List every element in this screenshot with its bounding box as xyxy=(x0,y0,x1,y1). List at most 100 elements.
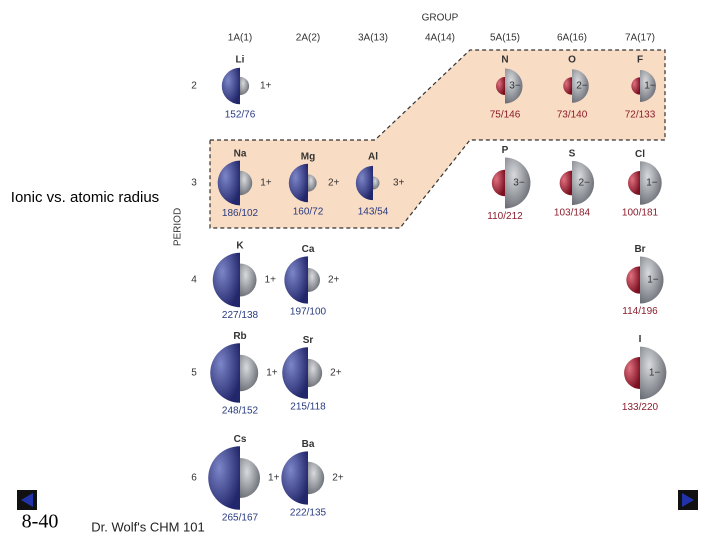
element-symbol: O xyxy=(568,55,576,66)
element-symbol: Na xyxy=(234,148,247,159)
radii: 110/212 xyxy=(487,211,523,222)
ion-half xyxy=(308,461,325,495)
period-label: 4 xyxy=(191,275,197,286)
atom-half xyxy=(208,446,240,510)
atom-half xyxy=(626,266,640,294)
atom-half xyxy=(221,67,240,105)
atom-half xyxy=(563,77,572,95)
charge: 1+ xyxy=(260,81,272,92)
atom-half xyxy=(217,160,240,206)
radii: 152/76 xyxy=(225,110,256,121)
radii: 72/133 xyxy=(625,110,656,121)
atom-half xyxy=(281,451,308,505)
radii: 248/152 xyxy=(222,405,259,416)
element-symbol: Mg xyxy=(301,151,315,162)
footer: Dr. Wolf's CHM 101 xyxy=(91,519,205,534)
charge: 1− xyxy=(649,368,661,379)
group-label: 4A(14) xyxy=(425,33,455,44)
ion-half xyxy=(505,157,531,209)
element-symbol: Al xyxy=(368,152,378,163)
ion-half xyxy=(240,263,257,297)
atom-half xyxy=(355,165,373,201)
atom-half xyxy=(212,252,240,308)
period-label: 6 xyxy=(191,473,197,484)
atom-half xyxy=(284,256,308,304)
element-symbol: Br xyxy=(634,244,645,255)
radii: 265/167 xyxy=(222,512,259,523)
element-symbol: Cs xyxy=(234,434,247,445)
atom-half xyxy=(282,347,308,399)
ion-half xyxy=(572,160,595,206)
element-symbol: S xyxy=(569,149,576,160)
atom-half xyxy=(624,357,640,389)
radii: 73/140 xyxy=(557,110,588,121)
charge: 2+ xyxy=(328,275,340,286)
charge: 2− xyxy=(576,81,588,92)
atom-half xyxy=(631,77,640,95)
radii: 197/100 xyxy=(290,306,327,317)
element-symbol: Ca xyxy=(302,244,315,255)
charge: 2+ xyxy=(328,178,340,189)
atom-half xyxy=(496,77,505,95)
element-symbol: Rb xyxy=(233,331,246,342)
ion-half xyxy=(640,70,656,102)
next-button[interactable] xyxy=(678,490,698,510)
radii: 103/184 xyxy=(554,208,591,219)
radii: 133/220 xyxy=(622,402,659,413)
diagram: 1A(1) 2A(2) 3A(13) 4A(14) 5A(15) 6A(16) 7A(17)… xyxy=(191,33,667,523)
charge: 1+ xyxy=(268,473,280,484)
element-symbol: F xyxy=(637,55,643,66)
ion-half xyxy=(308,268,320,292)
page-number: 8-40 xyxy=(22,511,59,533)
element-symbol: I xyxy=(639,334,642,345)
ion-half xyxy=(640,346,667,400)
radii: 160/72 xyxy=(293,207,324,218)
group-label: 3A(13) xyxy=(358,33,388,44)
element-symbol: Li xyxy=(236,55,245,66)
period-label: 3 xyxy=(191,178,197,189)
radii: 100/181 xyxy=(622,207,659,218)
ion-half xyxy=(640,161,662,205)
prev-button[interactable] xyxy=(17,490,37,510)
charge: 1− xyxy=(644,81,656,92)
ion-half xyxy=(308,358,323,388)
atom-half xyxy=(491,169,505,197)
charge: 2− xyxy=(578,178,590,189)
period-title: PERIOD xyxy=(173,208,184,246)
group-label: 5A(15) xyxy=(490,33,520,44)
element-symbol: Cl xyxy=(635,149,645,160)
radii: 114/196 xyxy=(622,306,658,317)
ion-half xyxy=(308,174,317,192)
charge: 3+ xyxy=(393,178,405,189)
period-label: 5 xyxy=(191,368,197,379)
charge: 1− xyxy=(646,178,658,189)
side-title: Ionic vs. atomic radius xyxy=(11,189,159,206)
charge: 1+ xyxy=(265,275,277,286)
ion-half xyxy=(240,457,261,499)
atom-half xyxy=(210,343,240,403)
radii: 186/102 xyxy=(222,208,259,219)
ion-half xyxy=(240,76,250,96)
group-title: GROUP xyxy=(422,13,459,24)
charge: 2+ xyxy=(332,473,344,484)
charge: 1− xyxy=(647,275,659,286)
group-label: 2A(2) xyxy=(296,33,320,44)
ion-half xyxy=(505,68,523,104)
ion-half xyxy=(373,176,380,190)
ion-half xyxy=(240,170,253,196)
atom-half xyxy=(559,170,572,196)
radii: 143/54 xyxy=(358,207,389,218)
charge: 3− xyxy=(513,178,525,189)
element-symbol: N xyxy=(501,55,508,66)
element-symbol: Sr xyxy=(303,335,314,346)
atom-half xyxy=(628,171,640,195)
element-symbol: P xyxy=(502,145,509,156)
group-label: 6A(16) xyxy=(557,33,587,44)
charge: 2+ xyxy=(330,368,342,379)
charge: 3− xyxy=(509,81,521,92)
element-symbol: K xyxy=(236,240,244,251)
radii: 215/118 xyxy=(290,401,326,412)
radii: 222/135 xyxy=(290,507,327,518)
